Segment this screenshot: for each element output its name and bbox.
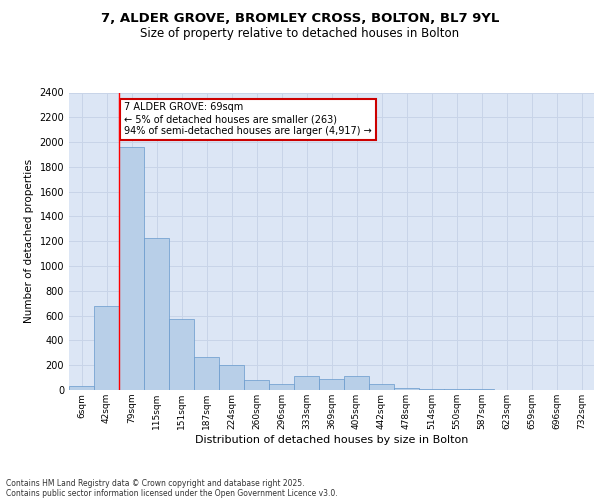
Text: 7 ALDER GROVE: 69sqm
← 5% of detached houses are smaller (263)
94% of semi-detac: 7 ALDER GROVE: 69sqm ← 5% of detached ho… — [124, 102, 372, 136]
Bar — [344, 376, 369, 390]
Bar — [219, 365, 244, 390]
Bar — [269, 384, 294, 390]
Bar — [319, 379, 344, 390]
Bar — [394, 388, 419, 390]
Text: Contains HM Land Registry data © Crown copyright and database right 2025.: Contains HM Land Registry data © Crown c… — [6, 478, 305, 488]
Bar — [244, 380, 269, 390]
Bar — [69, 386, 94, 390]
Bar — [194, 356, 219, 390]
Bar — [94, 306, 119, 390]
Bar — [419, 389, 444, 390]
Bar — [444, 389, 469, 390]
Text: Size of property relative to detached houses in Bolton: Size of property relative to detached ho… — [140, 28, 460, 40]
Bar — [294, 376, 319, 390]
Text: Contains public sector information licensed under the Open Government Licence v3: Contains public sector information licen… — [6, 488, 338, 498]
Bar — [369, 384, 394, 390]
X-axis label: Distribution of detached houses by size in Bolton: Distribution of detached houses by size … — [195, 434, 468, 444]
Bar — [119, 147, 144, 390]
Text: 7, ALDER GROVE, BROMLEY CROSS, BOLTON, BL7 9YL: 7, ALDER GROVE, BROMLEY CROSS, BOLTON, B… — [101, 12, 499, 26]
Bar — [144, 238, 169, 390]
Y-axis label: Number of detached properties: Number of detached properties — [24, 159, 34, 324]
Bar — [169, 320, 194, 390]
